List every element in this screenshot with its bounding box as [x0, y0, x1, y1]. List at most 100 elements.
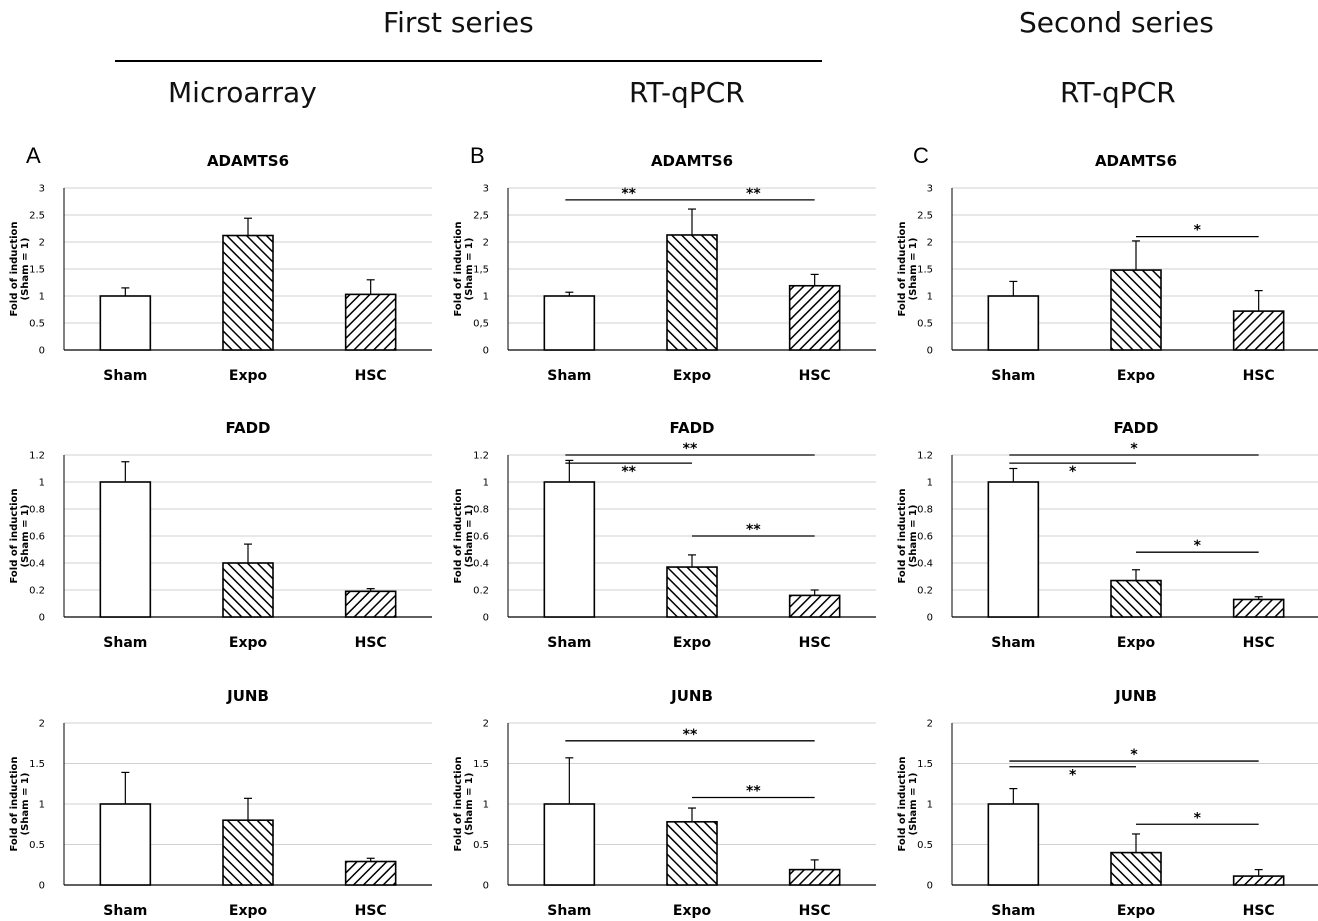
chart-c-fadd: FADD 0 0.2 0.4 0.6 0.8 1 1.2 Fold of induction (S… — [897, 419, 1318, 651]
y-tick-label: 1 — [39, 800, 45, 811]
x-tick-label: Expo — [229, 368, 268, 384]
y-tick-label: 0.8 — [29, 505, 45, 516]
chart-a-fadd: FADD 0 0.2 0.4 0.6 0.8 1 1.2 Fold of induction (S… — [9, 419, 432, 651]
bar-hsc — [344, 590, 397, 618]
y-tick-label: 0 — [39, 881, 45, 892]
bar-hsc — [788, 868, 841, 886]
y-tick-label: 1,5 — [473, 265, 489, 276]
y-tick-label: 0 — [39, 613, 45, 624]
bar-expo — [1110, 269, 1162, 351]
y-tick-label: 1 — [927, 478, 933, 489]
y-tick-label: 1.2 — [29, 451, 45, 462]
y-tick-label: 1 — [927, 292, 933, 303]
y-axis-label: (Sham = 1) — [464, 505, 475, 568]
y-axis-label: Fold of induction — [897, 488, 908, 583]
bar-sham — [987, 481, 1040, 618]
bar-sham — [987, 803, 1040, 886]
chart-title: FADD — [1113, 419, 1158, 437]
y-axis-label: Fold of induction — [453, 488, 464, 583]
bar-expo — [1110, 579, 1162, 618]
x-tick-label: HSC — [355, 368, 387, 384]
bar-sham — [99, 295, 152, 351]
y-tick-label: 1.5 — [917, 759, 933, 770]
x-tick-label: Expo — [229, 635, 268, 651]
y-tick-label: 0.6 — [917, 532, 933, 543]
y-tick-label: 1 — [927, 800, 933, 811]
panel-letter-a: A — [26, 143, 41, 168]
y-tick-label: 0.6 — [473, 532, 489, 543]
bar-expo — [222, 819, 274, 886]
y-tick-label: 0 — [927, 613, 933, 624]
x-tick-label: HSC — [1243, 903, 1275, 919]
bar-expo — [222, 562, 274, 618]
significance-label: ** — [621, 464, 636, 480]
y-tick-label: 1.5 — [29, 265, 45, 276]
rtqpcr-header-b: RT-qPCR — [629, 76, 745, 109]
significance-label: ** — [746, 522, 761, 538]
x-tick-label: Expo — [673, 903, 712, 919]
y-tick-label: 0.5 — [917, 319, 933, 330]
y-tick-label: 0.6 — [29, 532, 45, 543]
y-tick-label: 2 — [927, 719, 933, 730]
significance-label: * — [1194, 810, 1202, 826]
chart-title: ADAMTS6 — [651, 152, 733, 170]
y-tick-label: 2 — [483, 719, 489, 730]
y-axis-label: Fold of induction — [453, 221, 464, 316]
x-tick-label: Sham — [547, 903, 591, 919]
chart-b-junb: JUNB 0 0.5 1 1.5 2 Fold of induction (Sham = 1)… — [453, 687, 876, 919]
y-tick-label: 2 — [483, 238, 489, 249]
y-tick-label: 1.2 — [473, 451, 489, 462]
microarray-header: Microarray — [168, 76, 317, 109]
bar-hsc — [1232, 310, 1285, 351]
y-tick-label: 0 — [483, 881, 489, 892]
chart-b-adamts6: ADAMTS6 0 0,5 1 1,5 2 2,5 3 Fold of induction (Sh… — [453, 152, 876, 384]
x-tick-label: Sham — [991, 635, 1035, 651]
y-axis-label: (Sham = 1) — [908, 238, 919, 301]
y-axis-label: Fold of induction — [897, 221, 908, 316]
y-axis-label: (Sham = 1) — [20, 505, 31, 568]
panel-letter-c: C — [913, 143, 929, 168]
y-tick-label: 0.5 — [473, 840, 489, 851]
chart-c-junb: JUNB 0 0.5 1 1.5 2 Fold of induction (Sham = 1)… — [897, 687, 1318, 919]
y-tick-label: 0.2 — [473, 586, 489, 597]
x-tick-label: HSC — [1243, 368, 1275, 384]
rtqpcr-header-c: RT-qPCR — [1060, 76, 1176, 109]
y-tick-label: 3 — [927, 184, 933, 195]
y-axis-label: Fold of induction — [9, 221, 20, 316]
second-series-header: Second series — [1019, 6, 1214, 39]
y-tick-label: 1 — [483, 292, 489, 303]
y-tick-label: 2 — [927, 238, 933, 249]
y-tick-label: 3 — [483, 184, 489, 195]
x-tick-label: Sham — [103, 903, 147, 919]
bar-sham — [543, 481, 596, 618]
y-tick-label: 0.2 — [29, 586, 45, 597]
chart-title: JUNB — [670, 687, 713, 705]
x-tick-label: Sham — [547, 635, 591, 651]
first-series-rule — [115, 60, 822, 62]
y-axis-label: (Sham = 1) — [908, 773, 919, 836]
y-tick-label: 2 — [39, 238, 45, 249]
y-axis-label: Fold of induction — [9, 488, 20, 583]
y-tick-label: 0 — [483, 346, 489, 357]
bar-hsc — [344, 293, 397, 351]
bar-sham — [99, 481, 152, 618]
x-tick-label: Expo — [673, 368, 712, 384]
significance-label: * — [1069, 768, 1077, 784]
x-tick-label: Sham — [991, 368, 1035, 384]
first-series-header: First series — [383, 6, 534, 39]
y-tick-label: 1 — [39, 478, 45, 489]
y-tick-label: 2 — [39, 719, 45, 730]
bar-expo — [666, 234, 718, 351]
significance-label: * — [1194, 223, 1202, 239]
y-axis-label: (Sham = 1) — [464, 773, 475, 836]
significance-label: ** — [683, 727, 698, 743]
x-tick-label: Sham — [991, 903, 1035, 919]
x-tick-label: HSC — [799, 368, 831, 384]
y-tick-label: 2.5 — [917, 211, 933, 222]
chart-title: JUNB — [226, 687, 269, 705]
y-tick-label: 0.4 — [473, 559, 489, 570]
significance-label: * — [1069, 464, 1077, 480]
y-tick-label: 0 — [483, 613, 489, 624]
bar-expo — [222, 234, 274, 351]
